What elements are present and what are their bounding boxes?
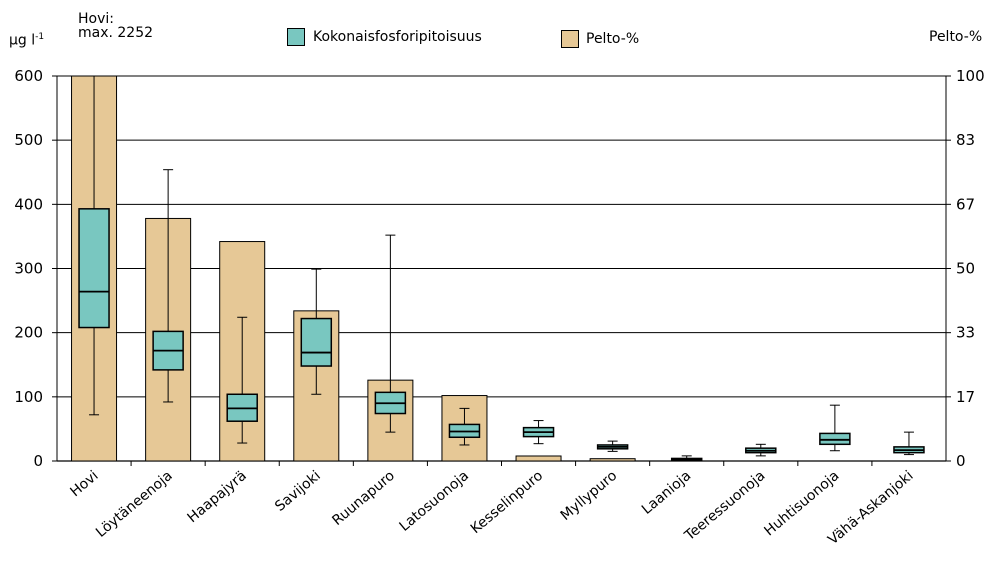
- y-tick-label: 300: [14, 260, 43, 278]
- field-percent-bar: [589, 458, 636, 462]
- x-tick-label: Latosuonoja: [397, 468, 472, 535]
- y-tick-label: 100: [14, 388, 43, 406]
- legend-swatch-phosphorus: [287, 28, 305, 46]
- max-note-line1: Hovi:: [78, 11, 114, 27]
- legend-label-field-percent: Pelto-%: [586, 31, 640, 47]
- y-tick-label: 500: [14, 131, 43, 149]
- y-tick-label: 600: [14, 67, 43, 85]
- y2-tick-label: 17: [956, 388, 975, 406]
- y2-tick-label: 100: [956, 67, 985, 85]
- x-tick-label: Myllypuro: [558, 468, 621, 524]
- x-tick-label: Kesselinpuro: [468, 468, 546, 537]
- y-tick-label: 0: [33, 452, 43, 470]
- x-tick-label: Haapajyrä: [185, 468, 250, 526]
- y-tick-label: 200: [14, 324, 43, 342]
- x-tick-label: Ruunapuro: [329, 468, 398, 529]
- right-axis-unit: Pelto-%: [929, 29, 983, 45]
- y2-tick-label: 50: [956, 260, 975, 278]
- max-note-line2: max. 2252: [78, 25, 154, 41]
- iqr-box: [300, 317, 333, 367]
- iqr-box: [819, 432, 851, 446]
- legend-label-phosphorus: Kokonaisfosforipitoisuus: [313, 29, 482, 45]
- field-percent-bar: [515, 455, 562, 462]
- x-tick-label: Löytäneenoja: [93, 468, 176, 541]
- y2-tick-label: 33: [956, 324, 975, 342]
- y2-tick-label: 0: [956, 452, 966, 470]
- y2-tick-label: 83: [956, 131, 975, 149]
- x-tick-label: Huhtisuonoja: [761, 468, 842, 540]
- y-tick-label: 400: [14, 195, 43, 213]
- x-tick-label: Teeressuonoja: [681, 468, 768, 545]
- legend-swatch-field-percent: [561, 30, 579, 48]
- left-axis-unit-superscript: -1: [35, 32, 45, 42]
- left-axis-unit-text: µg l: [9, 32, 36, 49]
- x-tick-label: Laanioja: [639, 468, 694, 518]
- left-axis-unit: µg l-1: [9, 30, 44, 49]
- x-tick-label: Savijoki: [272, 468, 324, 515]
- y2-tick-label: 67: [956, 195, 975, 213]
- x-tick-label: Hovi: [67, 468, 101, 500]
- iqr-box: [78, 208, 110, 329]
